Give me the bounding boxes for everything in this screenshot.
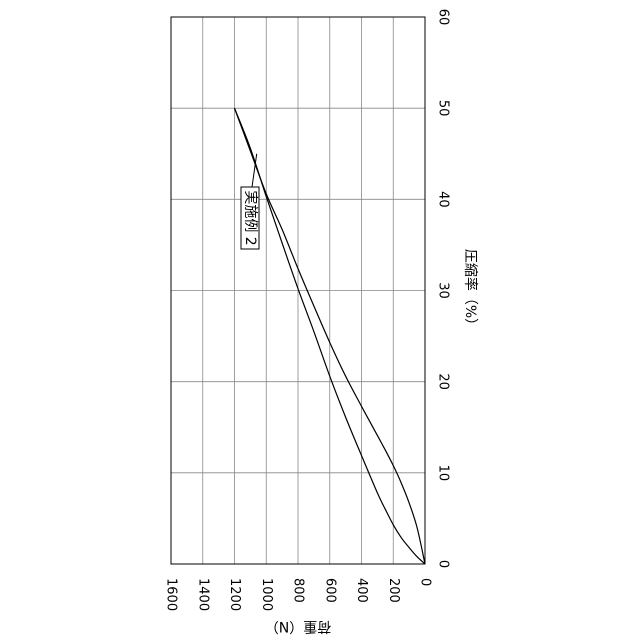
compression-tick-label: 40 [436,191,451,208]
load-axis-label: 荷重（N） [265,618,331,634]
load-tick-label: 800 [291,578,306,603]
load-tick-label: 600 [322,578,337,603]
load-tick-label: 1600 [164,578,179,611]
load-tick-label: 400 [354,578,369,603]
compression-tick-label: 30 [436,282,451,299]
load-tick-label: 1400 [195,578,210,611]
load-tick-label: 200 [386,578,401,603]
annotation-label: 実施例 2 [242,190,258,245]
compression-tick-label: 60 [436,9,451,26]
load-tick-label: 1000 [259,578,274,611]
load-tick-label: 1200 [227,578,242,611]
compression-tick-label: 50 [436,100,451,117]
load-tick-labels: 0 200 400 600 800 1000 1200 1400 1600 [164,578,433,611]
compression-tick-label: 20 [436,373,451,390]
load-tick-label: 0 [418,578,433,586]
grid [171,17,425,564]
compression-tick-label: 10 [436,465,451,482]
compression-tick-label: 0 [436,560,451,568]
compression-tick-labels: 0 10 20 30 40 50 60 [436,9,451,568]
compression-axis-label: 圧縮率（%） [462,249,479,332]
